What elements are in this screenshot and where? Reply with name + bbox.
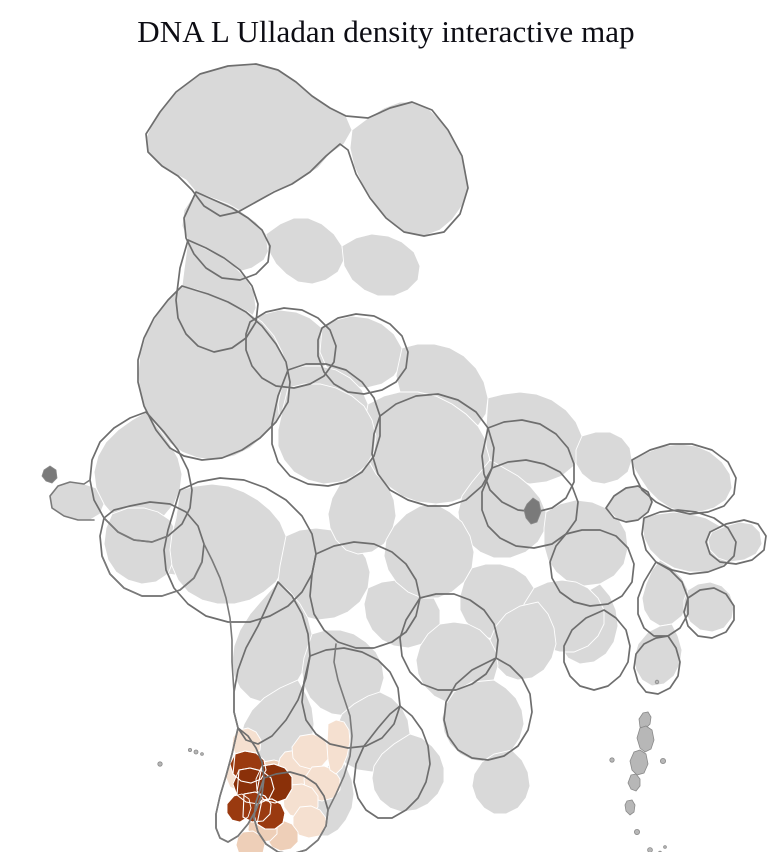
district-thiruvananthapuram [236,831,265,852]
base-districts [50,64,762,836]
coastline [50,480,352,852]
page-title: DNA L Ulladan density interactive map [137,14,635,49]
highlighted-districts-low[interactable] [226,720,350,852]
district-cuddalore-coast [327,720,350,774]
district-alappuzha [227,794,251,822]
islands [42,466,666,852]
india-choropleth-map[interactable] [0,52,772,852]
district-madurai [293,806,326,838]
india-map-svg[interactable] [0,52,772,852]
